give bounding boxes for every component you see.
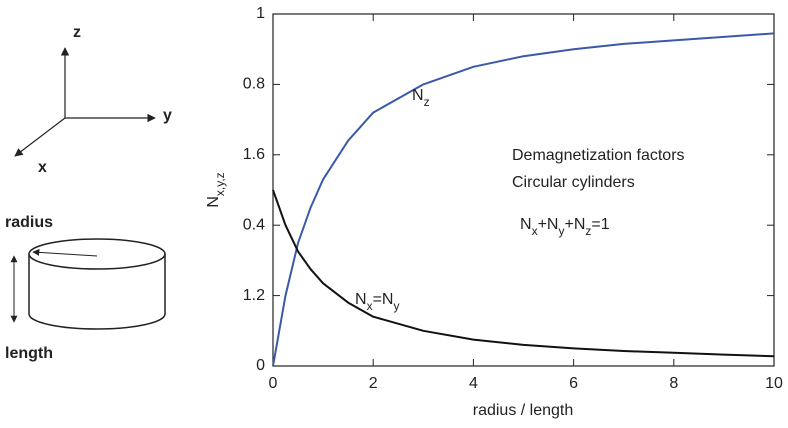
text-part: z bbox=[585, 224, 591, 238]
line-series bbox=[272, 189, 775, 358]
radius-arrow bbox=[32, 248, 98, 257]
annotation: Nx+Ny+Nz=1 bbox=[520, 216, 610, 238]
x-tick-label: 6 bbox=[569, 375, 578, 392]
line-series bbox=[272, 32, 775, 367]
text-part: x bbox=[532, 224, 538, 238]
x-tick-label: 8 bbox=[669, 375, 678, 392]
axis-label: y bbox=[163, 107, 172, 124]
text-part: Circular cylinders bbox=[512, 174, 635, 191]
x-axis-title: radius / length bbox=[473, 402, 574, 419]
coordinate-axes bbox=[14, 47, 156, 157]
text-part: Demagnetization factors bbox=[512, 147, 685, 164]
y-tick-label: 1.6 bbox=[243, 146, 265, 163]
text-part: x,y,z bbox=[213, 172, 227, 196]
text-part: 1 bbox=[601, 216, 610, 233]
text-part: + bbox=[538, 216, 547, 233]
text-part: = bbox=[373, 291, 382, 308]
length-label: length bbox=[5, 345, 53, 362]
y-axis-title: Nx,y,z bbox=[205, 172, 227, 207]
y-tick-label: 0 bbox=[256, 357, 265, 374]
text-part: y bbox=[558, 224, 564, 238]
x-tick-label: 4 bbox=[469, 375, 478, 392]
text-part: N bbox=[382, 291, 394, 308]
text-part: + bbox=[564, 216, 573, 233]
cylinder-top bbox=[28, 238, 166, 270]
cylinder-body bbox=[28, 254, 166, 330]
text-part: N bbox=[412, 87, 424, 104]
annotation: Nx=Ny bbox=[355, 291, 399, 313]
axis-label: x bbox=[38, 159, 47, 176]
annotation: Demagnetization factors bbox=[512, 147, 685, 164]
text-part: x bbox=[367, 299, 373, 313]
annotation: Circular cylinders bbox=[512, 174, 635, 191]
x-axis-arrow bbox=[14, 117, 66, 157]
radius-label: radius bbox=[5, 214, 53, 231]
y-tick-label: 1.2 bbox=[243, 287, 265, 304]
text-part: = bbox=[591, 216, 600, 233]
x-tick-label: 0 bbox=[269, 375, 278, 392]
text-part: N bbox=[520, 216, 532, 233]
text-part: N bbox=[574, 216, 586, 233]
y-tick-label: 1 bbox=[256, 5, 265, 22]
text-part: y bbox=[393, 299, 399, 313]
x-tick-label: 10 bbox=[765, 375, 783, 392]
text-part: z bbox=[424, 95, 430, 109]
text-part: N bbox=[205, 196, 222, 208]
annotation: Nz bbox=[412, 87, 430, 109]
cylinder bbox=[10, 238, 166, 330]
y-tick-label: 0.4 bbox=[243, 216, 265, 233]
text-part: N bbox=[547, 216, 559, 233]
y-tick-label: 0.8 bbox=[243, 76, 265, 93]
axis-label: z bbox=[73, 24, 81, 41]
text-part: N bbox=[355, 291, 367, 308]
x-tick-label: 2 bbox=[369, 375, 378, 392]
